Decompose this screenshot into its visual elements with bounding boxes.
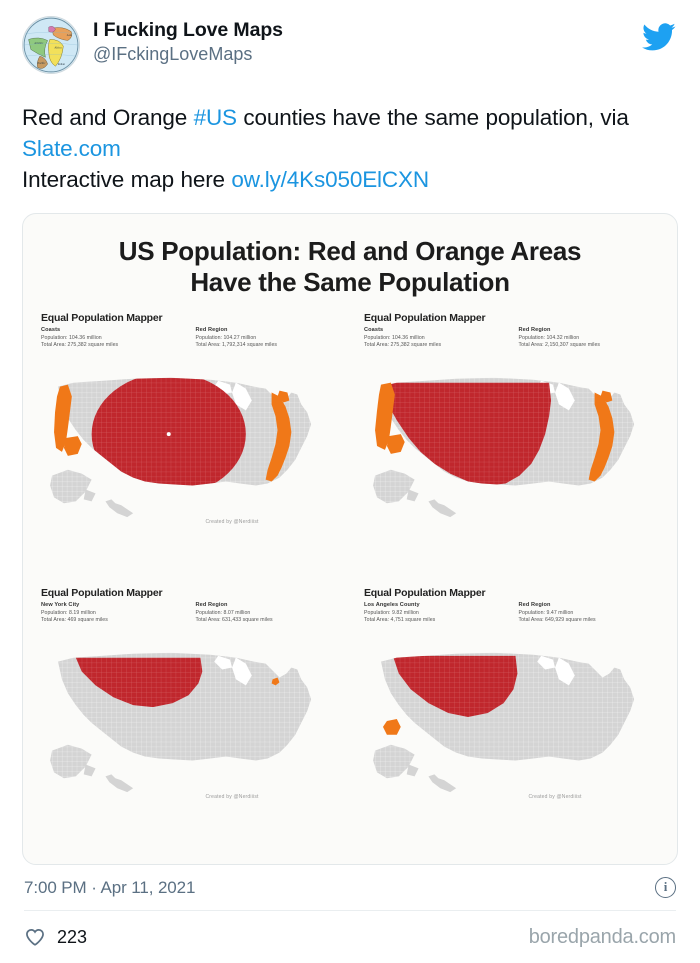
tweet-text-part3: Interactive map here: [22, 167, 232, 192]
panel-title: Equal Population Mapper: [41, 587, 163, 599]
author-block: I Fucking Love Maps @IFckingLoveMaps: [93, 14, 283, 66]
legend-left: Coasts Population: 104.36 million Total …: [364, 327, 509, 349]
credit-text: Created by @Nerdiiist: [205, 794, 259, 801]
timestamp-row: 7:00 PM · Apr 11, 2021 i: [24, 865, 676, 911]
panel-title: Equal Population Mapper: [41, 312, 163, 324]
legend-right: Red Region Population: 9.47 million Tota…: [519, 602, 664, 624]
legend-right-head: Red Region: [518, 602, 551, 608]
svg-text:Asia: Asia: [67, 34, 73, 37]
tweet-header: Atlantic Africa Asia Pacific Indian I Fu…: [22, 14, 678, 86]
panel-legend: New York City Population: 8.19 million T…: [41, 602, 340, 624]
svg-text:Africa: Africa: [54, 46, 62, 49]
info-icon[interactable]: i: [655, 877, 676, 898]
map-panel-coasts-1[interactable]: Equal Population Mapper Coasts Populatio…: [27, 306, 350, 581]
tweet-timestamp[interactable]: 7:00 PM · Apr 11, 2021: [24, 877, 196, 897]
map-panel-nyc[interactable]: Equal Population Mapper New York City Po…: [27, 581, 350, 856]
credit-text: Created by @Nerdiiist: [528, 794, 582, 801]
panel-title: Equal Population Mapper: [364, 312, 486, 324]
panel-legend: Coasts Population: 104.36 million Total …: [364, 327, 663, 349]
tweet-text-part2: counties have the same population, via: [236, 105, 629, 130]
user-handle[interactable]: @IFckingLoveMaps: [93, 44, 253, 65]
heart-icon[interactable]: [24, 926, 46, 948]
svg-text:Atlantic: Atlantic: [34, 42, 44, 45]
twitter-bird-icon[interactable]: [642, 20, 676, 54]
legend-right-head: Red Region: [195, 602, 228, 608]
panel-legend: Los Angeles County Population: 9.82 mill…: [364, 602, 663, 624]
map-graphic-coasts-1: Created by @Nerdiiist: [41, 353, 340, 531]
legend-right-area: Total Area: 2,150,307 square miles: [518, 341, 601, 348]
legend-right-head: Red Region: [518, 327, 551, 333]
legend-left-head: Los Angeles County: [364, 602, 420, 608]
panel-title: Equal Population Mapper: [364, 587, 486, 599]
legend-left-area: Total Area: 469 square miles: [41, 616, 108, 623]
hashtag-us[interactable]: #US: [193, 105, 237, 130]
legend-left-head: Coasts: [364, 327, 384, 333]
legend-left: Coasts Population: 104.36 million Total …: [41, 327, 186, 349]
tweet-footer: 7:00 PM · Apr 11, 2021 i 223 boredpanda.…: [22, 865, 678, 963]
map-panel-la[interactable]: Equal Population Mapper Los Angeles Coun…: [350, 581, 673, 856]
legend-right-area: Total Area: 649,929 square miles: [518, 616, 596, 623]
legend-right: Red Region Population: 8.07 million Tota…: [196, 602, 341, 624]
map-graphic-nyc: Created by @Nerdiiist: [41, 628, 340, 806]
display-name[interactable]: I Fucking Love Maps: [93, 19, 283, 41]
map-panel-grid: Equal Population Mapper Coasts Populatio…: [23, 306, 677, 862]
avatar[interactable]: Atlantic Africa Asia Pacific Indian: [22, 16, 80, 74]
legend-right-area: Total Area: 631,433 square miles: [195, 616, 273, 623]
legend-left-head: Coasts: [41, 327, 61, 333]
map-panel-coasts-2[interactable]: Equal Population Mapper Coasts Populatio…: [350, 306, 673, 581]
credit-text: Created by @Nerdiiist: [205, 519, 259, 526]
infographic-title-line1: US Population: Red and Orange Areas: [118, 236, 582, 266]
embedded-media[interactable]: US Population: Red and Orange Areas Have…: [22, 213, 678, 865]
legend-left-head: New York City: [41, 602, 80, 608]
legend-right-area: Total Area: 1,792,314 square miles: [195, 341, 278, 348]
globe-avatar-icon: Atlantic Africa Asia Pacific Indian: [23, 17, 79, 73]
watermark: boredpanda.com: [528, 925, 677, 948]
legend-left-population: Population: 8.19 million: [41, 609, 96, 616]
legend-left: New York City Population: 8.19 million T…: [41, 602, 186, 624]
legend-left-area: Total Area: 4,751 square miles: [364, 616, 436, 623]
legend-left: Los Angeles County Population: 9.82 mill…: [364, 602, 509, 624]
legend-left-population: Population: 104.36 million: [364, 334, 425, 341]
legend-right: Red Region Population: 104.32 million To…: [519, 327, 664, 349]
tweet-text: Red and Orange #US counties have the sam…: [22, 102, 678, 195]
like-group[interactable]: 223: [24, 926, 87, 948]
infographic-title-line2: Have the Same Population: [190, 267, 510, 297]
tweet-text-part1: Red and Orange: [22, 105, 194, 130]
legend-right-population: Population: 9.47 million: [518, 609, 574, 616]
svg-text:Indian: Indian: [58, 63, 66, 66]
link-slate[interactable]: Slate.com: [22, 136, 121, 161]
legend-right-head: Red Region: [195, 327, 228, 333]
legend-left-population: Population: 9.82 million: [364, 609, 419, 616]
like-count: 223: [57, 926, 88, 947]
panel-legend: Coasts Population: 104.36 million Total …: [41, 327, 340, 349]
legend-right-population: Population: 104.32 million: [518, 334, 580, 341]
legend-right-population: Population: 104.27 million: [195, 334, 257, 341]
legend-left-area: Total Area: 275,382 square miles: [41, 341, 119, 348]
map-graphic-la: Created by @Nerdiiist: [364, 628, 663, 806]
legend-right: Red Region Population: 104.27 million To…: [196, 327, 341, 349]
legend-left-population: Population: 104.36 million: [41, 334, 102, 341]
link-owly[interactable]: ow.ly/4Ks050ElCXN: [231, 167, 429, 192]
legend-right-population: Population: 8.07 million: [195, 609, 251, 616]
svg-text:Pacific: Pacific: [38, 62, 47, 65]
legend-left-area: Total Area: 275,382 square miles: [364, 341, 442, 348]
map-graphic-coasts-2: [364, 353, 663, 531]
infographic-title: US Population: Red and Orange Areas Have…: [23, 214, 677, 306]
stats-row: 223 boredpanda.com: [24, 911, 676, 963]
